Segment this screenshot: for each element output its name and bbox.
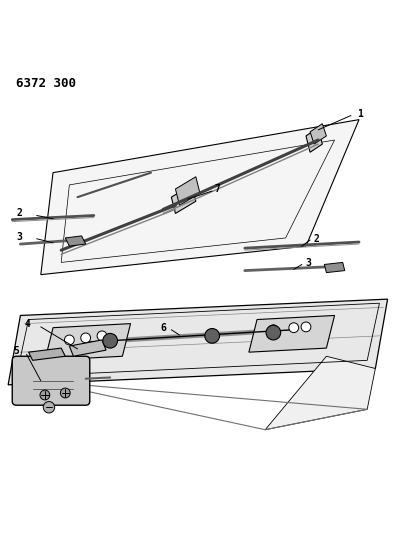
Polygon shape — [249, 316, 335, 352]
Text: 5: 5 — [14, 346, 20, 357]
Circle shape — [40, 390, 50, 400]
Circle shape — [268, 325, 278, 335]
Text: 2: 2 — [313, 234, 319, 244]
Polygon shape — [265, 356, 375, 430]
Text: 6: 6 — [160, 322, 166, 333]
Text: 6372 300: 6372 300 — [16, 77, 76, 90]
Polygon shape — [8, 299, 388, 385]
Polygon shape — [175, 177, 200, 205]
Text: 7: 7 — [214, 184, 220, 194]
Polygon shape — [65, 236, 86, 246]
Text: 3: 3 — [305, 258, 311, 268]
Polygon shape — [29, 348, 65, 360]
Circle shape — [64, 335, 74, 345]
Circle shape — [97, 331, 107, 341]
Text: 4: 4 — [25, 319, 31, 329]
Polygon shape — [41, 119, 359, 274]
Circle shape — [205, 328, 220, 343]
Text: 1: 1 — [357, 109, 363, 118]
Polygon shape — [171, 185, 196, 213]
Polygon shape — [324, 262, 345, 272]
FancyBboxPatch shape — [12, 356, 90, 405]
Polygon shape — [310, 124, 326, 144]
Circle shape — [289, 323, 299, 333]
Circle shape — [43, 401, 55, 413]
Circle shape — [81, 333, 91, 343]
Circle shape — [60, 388, 70, 398]
Circle shape — [266, 325, 281, 340]
Circle shape — [103, 334, 118, 348]
Circle shape — [301, 322, 311, 332]
Text: 2: 2 — [17, 208, 22, 219]
Text: 3: 3 — [17, 232, 22, 242]
Polygon shape — [69, 340, 106, 356]
Polygon shape — [45, 324, 131, 360]
Polygon shape — [306, 128, 322, 152]
